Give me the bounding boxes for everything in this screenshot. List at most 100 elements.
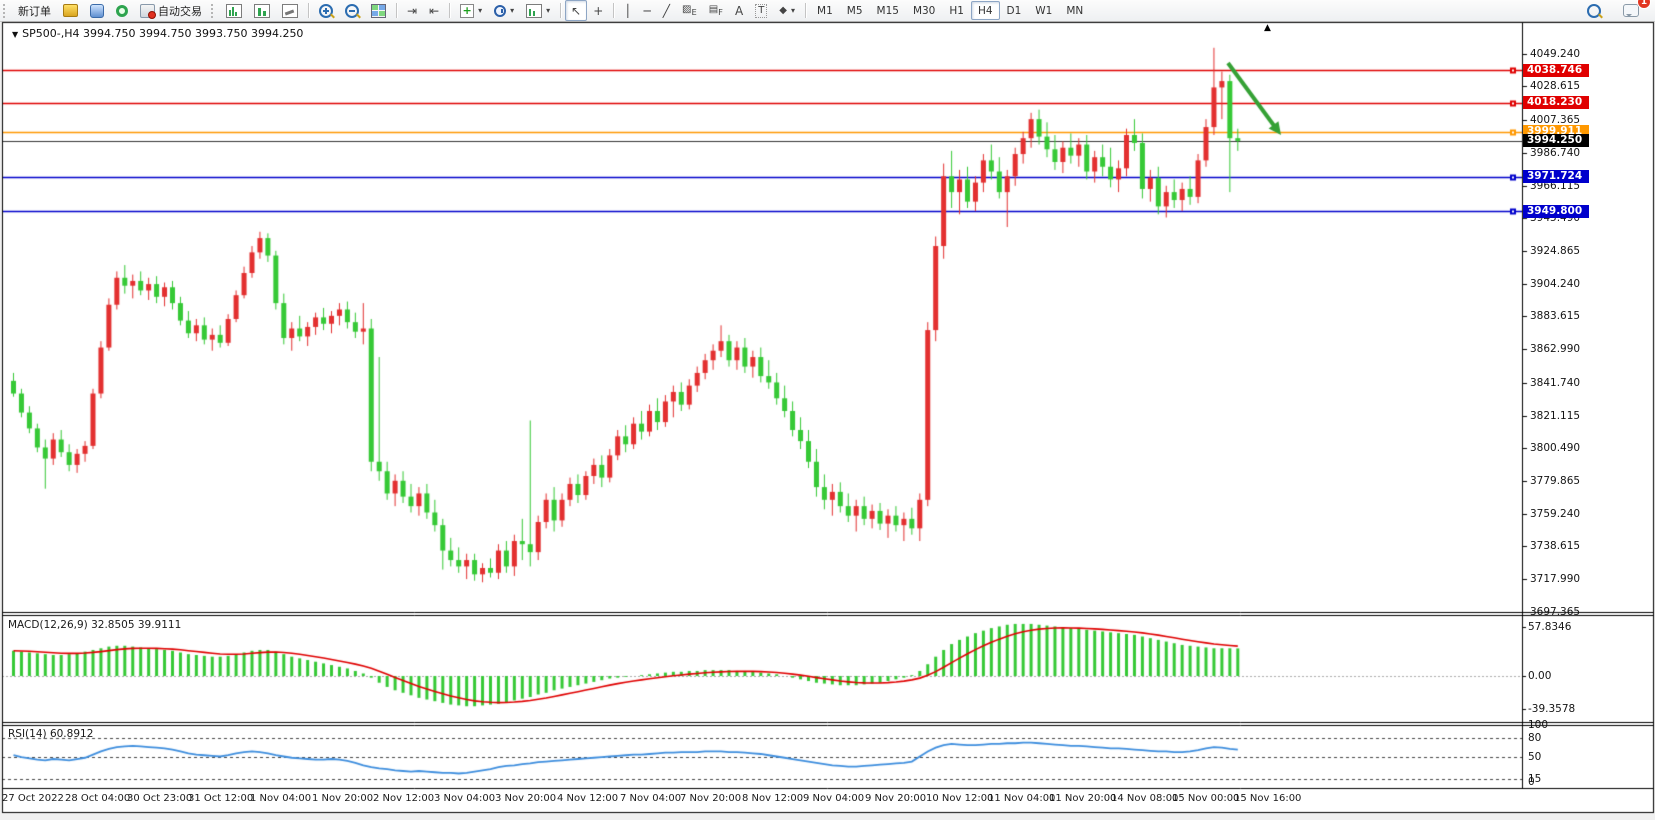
line-chart-button[interactable] [276,0,304,21]
zoom-out-button[interactable] [339,0,365,21]
time-axis-label: 30 Oct 23:00 [127,793,193,804]
charts-icon [63,4,78,17]
level-price-badge: 3971.724 [1523,170,1589,184]
chart-canvas[interactable] [0,21,1655,820]
toolbar-grip[interactable] [3,3,9,18]
periods-button[interactable]: ▾ [488,0,520,21]
zoom-in-button[interactable] [313,0,339,21]
time-axis-label: 9 Nov 20:00 [865,793,927,804]
market-watch-button[interactable] [84,0,110,21]
timeframe-button-m5[interactable]: M5 [846,4,863,17]
arrows-tool-button[interactable]: ◆ ▾ [773,0,801,21]
timeframe-button-m30[interactable]: M30 [912,4,936,17]
toolbar-separator [449,3,451,18]
toolbar-separator [560,3,562,18]
time-axis-label: 10 Nov 12:00 [926,793,994,804]
macd-axis-label: 57.8346 [1528,621,1572,634]
zoom-in-icon [319,3,333,18]
arrows-tool-icon: ◆ [779,4,787,16]
candle-chart-button[interactable] [248,0,276,21]
timeframe-button-h1[interactable]: H1 [949,4,964,17]
fibonacci-tool-button[interactable]: ▤F [703,0,729,21]
time-axis-label: 15 Nov 00:00 [1172,793,1240,804]
price-tick-label: 3841.740 [1530,376,1581,389]
bar-chart-button[interactable] [220,0,248,21]
fibonacci-icon: ▤F [708,3,723,17]
autotrading-button[interactable]: 自动交易 [134,0,208,21]
label-tool-button[interactable]: T [749,0,773,21]
scroll-to-end-marker[interactable]: ▲ [1264,23,1271,33]
time-axis-label: 1 Nov 04:00 [250,793,312,804]
notification-badge: 1 [1637,0,1651,9]
timeframe-button-h4[interactable]: H4 [970,1,1000,20]
chart-shift-button[interactable]: ⇤ [423,0,445,21]
rsi-panel-splitter[interactable] [2,722,1653,726]
crosshair-tool-button[interactable]: + [587,0,609,21]
macd-axis-label: -39.3578 [1528,703,1576,716]
price-tick-label: 4028.615 [1530,80,1581,93]
text-tool-icon: A [734,3,744,18]
time-axis-label: 4 Nov 12:00 [557,793,619,804]
charts-button[interactable] [57,0,84,21]
chevron-down-icon: ▾ [546,6,551,15]
toolbar-right-group: 1 [1581,0,1651,21]
cursor-tool-button[interactable]: ↖ [565,0,588,21]
rsi-axis-label: 80 [1528,731,1542,744]
indicators-button[interactable]: + ▾ [454,0,488,21]
timeframe-button-m15[interactable]: M15 [876,4,899,17]
zoom-out-icon [345,3,359,18]
level-price-badge: 4038.746 [1523,63,1589,77]
notifications-button[interactable]: 1 [1617,0,1651,21]
time-axis-label: 31 Oct 12:00 [188,793,254,804]
auto-scroll-button[interactable]: ⇥ [401,0,423,21]
channel-tool-button[interactable]: ▨E [676,0,703,21]
price-tick-label: 3821.115 [1530,409,1581,422]
rsi-axis-label: 50 [1528,750,1542,763]
price-tick-label: 3862.990 [1530,343,1581,356]
time-axis-label: 3 Nov 20:00 [495,793,557,804]
search-button[interactable] [1581,0,1607,21]
timeframe-button-d1[interactable]: D1 [1006,4,1022,17]
horizontal-line-icon: ─ [643,3,651,18]
price-tick-label: 3924.865 [1530,245,1581,257]
macd-axis-label: 0.00 [1528,670,1552,682]
vertical-line-icon: │ [624,3,632,18]
time-axis-label: 15 Nov 16:00 [1234,793,1302,804]
horizontal-line-tool-button[interactable]: ─ [638,0,657,21]
chart-title-text: SP500-,H4 3994.750 3994.750 3993.750 399… [22,27,304,40]
timeframe-button-m1[interactable]: M1 [817,4,833,17]
toolbar-separator [396,3,397,18]
time-axis-label: 14 Nov 08:00 [1111,793,1179,804]
chevron-down-icon: ▾ [791,6,796,15]
line-chart-icon [282,3,298,18]
toolbar-separator [613,3,615,18]
cursor-icon: ↖ [571,3,582,18]
signals-button[interactable] [110,0,134,21]
timeframe-button-mn[interactable]: MN [1066,4,1084,17]
timeframe-button-w1[interactable]: W1 [1035,4,1053,17]
price-tick-label: 4007.365 [1530,114,1581,127]
templates-button[interactable]: ▾ [520,0,556,21]
rsi-indicator-label: RSI(14) 60.8912 [8,728,94,740]
time-axis-label: 11 Nov 04:00 [988,793,1056,804]
rsi-axis-label: 100 [1528,719,1549,731]
level-price-badge: 4018.230 [1523,96,1589,110]
chart-title: ▼ SP500-,H4 3994.750 3994.750 3993.750 39… [12,27,303,40]
price-tick-label: 3697.365 [1530,605,1581,618]
collapse-triangle-icon[interactable]: ▼ [12,30,19,39]
trendline-icon: ╱ [662,3,670,18]
text-tool-button[interactable]: A [729,0,749,21]
macd-panel-splitter[interactable] [2,612,1653,616]
toolbar-grip[interactable] [211,3,217,18]
time-axis-label: 3 Nov 04:00 [434,793,496,804]
trendline-tool-button[interactable]: ╱ [657,0,676,21]
auto-scroll-icon: ⇥ [407,3,418,18]
vertical-line-tool-button[interactable]: │ [618,0,637,21]
tile-windows-icon [371,3,386,18]
price-tick-label: 3779.865 [1530,474,1581,487]
new-order-button[interactable]: 新订单 [12,0,57,21]
tile-windows-button[interactable] [365,0,392,21]
price-tick-label: 3717.990 [1530,573,1581,586]
equidistant-channel-icon: ▨E [682,3,697,17]
